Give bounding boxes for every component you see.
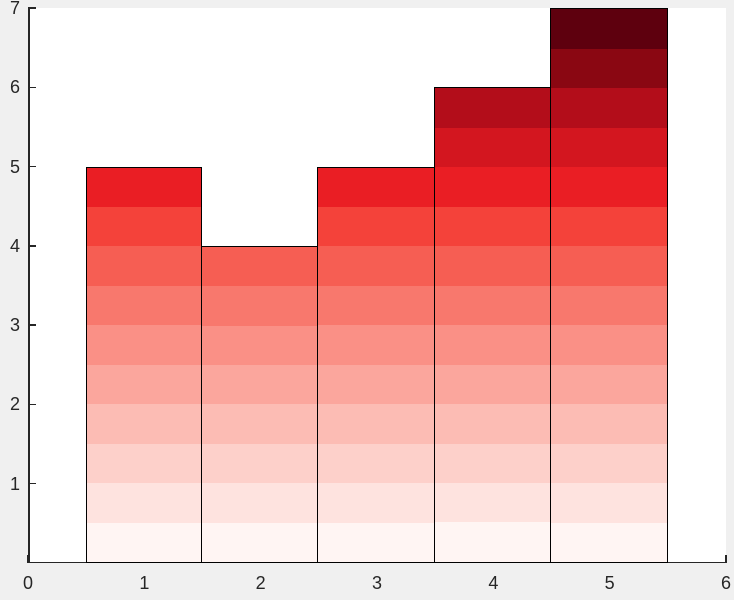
bar-segment — [201, 365, 318, 405]
bar-segment — [434, 246, 551, 286]
bar-segment — [550, 167, 667, 207]
bar-segment — [201, 404, 318, 444]
bar-segment — [318, 207, 435, 247]
x-tick-label: 2 — [255, 573, 266, 593]
bar-segment — [434, 206, 551, 247]
bar-segment — [550, 9, 667, 49]
bar-segment — [550, 285, 667, 325]
bar-segment — [550, 88, 667, 128]
bar-segment — [318, 483, 435, 523]
y-tick-mark — [28, 245, 36, 247]
y-axis-line — [28, 8, 30, 563]
x-tick-label: 5 — [604, 573, 615, 593]
x-tick-label: 0 — [22, 573, 34, 593]
bar-segment — [87, 443, 202, 484]
x-tick-label: 4 — [488, 573, 499, 593]
y-tick-mark — [28, 482, 36, 485]
bar-segment — [434, 364, 551, 405]
bar-segment — [318, 364, 435, 405]
bar-x3 — [317, 166, 436, 563]
bar-x2 — [200, 245, 319, 563]
bar-segment — [550, 246, 667, 286]
bar-segment — [87, 285, 202, 326]
bar-segment — [87, 167, 202, 208]
y-tick-label: 6 — [9, 77, 20, 98]
x-tick-label: 3 — [371, 573, 383, 593]
bar-segment — [550, 483, 667, 523]
bar-segment — [318, 285, 435, 326]
y-tick-label: 4 — [9, 235, 20, 256]
bar-segment — [87, 483, 202, 523]
bar-segment — [201, 325, 318, 366]
bar-segment — [87, 404, 202, 444]
x-tick-label: 6 — [720, 573, 732, 593]
bar-segment — [550, 443, 667, 483]
bar-segment — [318, 325, 435, 365]
bar-segment — [550, 404, 667, 444]
bar-segment — [318, 443, 435, 484]
bar-segment — [434, 127, 551, 168]
bar-segment — [87, 364, 202, 405]
bar-segment — [550, 364, 667, 404]
bar-segment — [87, 522, 202, 562]
bar-x4 — [433, 87, 552, 563]
bar-x1 — [86, 166, 203, 563]
x-tick-label: 1 — [139, 573, 150, 593]
y-tick-label: 1 — [9, 473, 20, 494]
bar-segment — [550, 325, 667, 365]
bar-segment — [201, 286, 318, 326]
y-tick-label: 7 — [9, 0, 20, 18]
bar-segment — [87, 207, 202, 247]
bar-segment — [87, 246, 202, 286]
bar-segment — [434, 404, 551, 444]
bar-segment — [434, 482, 551, 523]
y-tick-mark — [28, 324, 36, 326]
y-tick-mark — [28, 7, 36, 9]
bar-segment — [434, 285, 551, 326]
y-tick-label: 3 — [9, 315, 20, 336]
bar-segment — [201, 522, 318, 562]
bar-segment — [87, 325, 202, 365]
bar-segment — [201, 246, 318, 287]
y-tick-label: 5 — [9, 156, 20, 177]
bar-x5 — [549, 8, 668, 563]
x-tick-mark — [725, 555, 727, 563]
bar-segment — [434, 88, 551, 128]
x-tick-mark — [27, 555, 29, 563]
bar-segment — [550, 522, 667, 562]
bar-segment — [550, 206, 667, 246]
bar-segment — [434, 443, 551, 483]
bar-segment — [318, 246, 435, 286]
bar-segment — [318, 404, 435, 444]
bar-segment — [318, 167, 435, 208]
bar-segment — [434, 167, 551, 207]
y-tick-mark — [28, 165, 36, 168]
bar-segment — [201, 483, 318, 523]
bar-segment — [434, 325, 551, 365]
bar-segment — [201, 443, 318, 484]
y-tick-mark — [28, 403, 36, 406]
bar-segment — [434, 522, 551, 562]
bar-segment — [550, 48, 667, 88]
bar-segment — [550, 127, 667, 167]
bar-segment — [318, 522, 435, 562]
y-tick-mark — [28, 86, 36, 89]
y-tick-label: 2 — [9, 394, 20, 415]
plot-area — [27, 7, 727, 563]
